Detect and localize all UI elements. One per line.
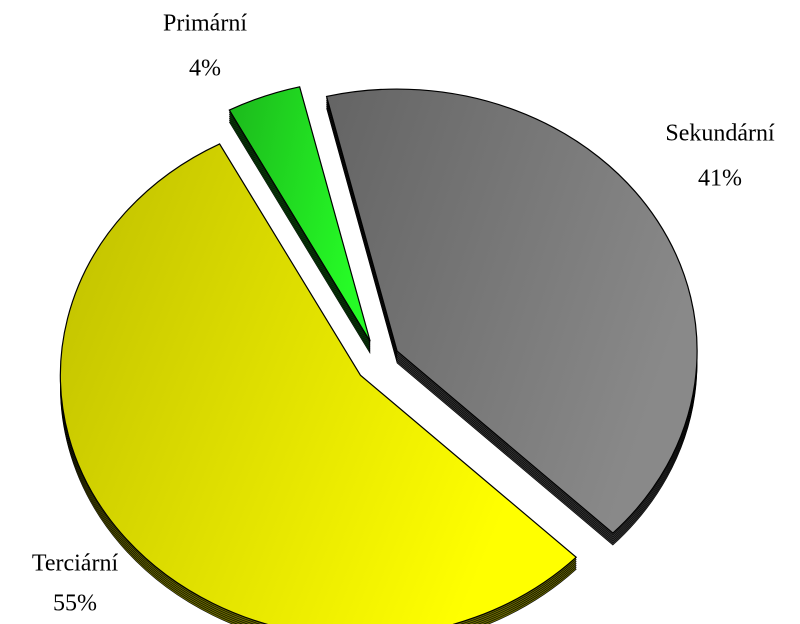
slice <box>325 88 698 534</box>
value-label: 41% <box>698 166 742 192</box>
slice <box>228 86 371 342</box>
category-label: Sekundární <box>665 121 775 147</box>
value-label: 55% <box>53 591 97 617</box>
category-label: Terciární <box>32 551 119 577</box>
category-label: Primární <box>163 11 247 37</box>
slice <box>59 143 578 624</box>
value-label: 4% <box>189 56 221 82</box>
